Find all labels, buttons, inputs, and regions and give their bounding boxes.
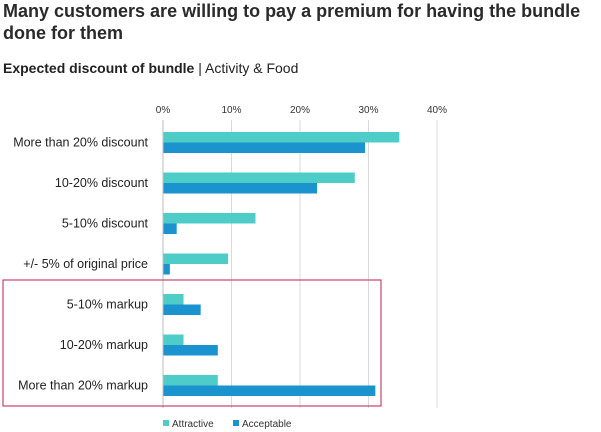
subtitle-rest: Activity & Food [205,60,299,76]
bar-acceptable [163,304,201,315]
category-label: +/- 5% of original price [23,257,148,271]
category-label: 5-10% discount [62,217,149,231]
legend-label-attractive: Attractive [172,419,214,430]
subtitle-bold: Expected discount of bundle [3,60,195,76]
x-tick-label: 10% [221,105,241,116]
bar-acceptable [163,223,177,234]
category-label: 5-10% markup [67,298,148,312]
bar-attractive [163,294,184,305]
bar-attractive [163,334,184,345]
bar-acceptable [163,142,366,153]
chart-title: Many customers are willing to pay a prem… [3,1,581,43]
bar-acceptable [163,264,170,275]
bar-attractive [163,375,218,386]
x-tick-label: 40% [427,105,447,116]
bar-acceptable [163,345,218,356]
bar-attractive [163,253,229,264]
category-label: More than 20% markup [18,379,148,393]
bar-attractive [163,132,400,143]
bar-acceptable [163,385,376,396]
category-label: 10-20% discount [55,176,149,190]
legend-swatch-attractive [163,420,169,426]
bar-attractive [163,213,256,224]
chart-subtitle: Expected discount of bundle | Activity &… [3,60,298,76]
x-tick-label: 20% [290,105,310,116]
subtitle-separator: | [194,60,206,76]
legend-label-acceptable: Acceptable [242,419,292,430]
category-label: 10-20% markup [60,338,148,352]
x-tick-label: 30% [358,105,378,116]
bar-acceptable [163,183,318,194]
legend-swatch-acceptable [233,420,239,426]
bar-attractive [163,172,355,183]
highlight-box [2,279,382,407]
category-label: More than 20% discount [13,136,148,150]
x-tick-label: 0% [156,105,171,116]
